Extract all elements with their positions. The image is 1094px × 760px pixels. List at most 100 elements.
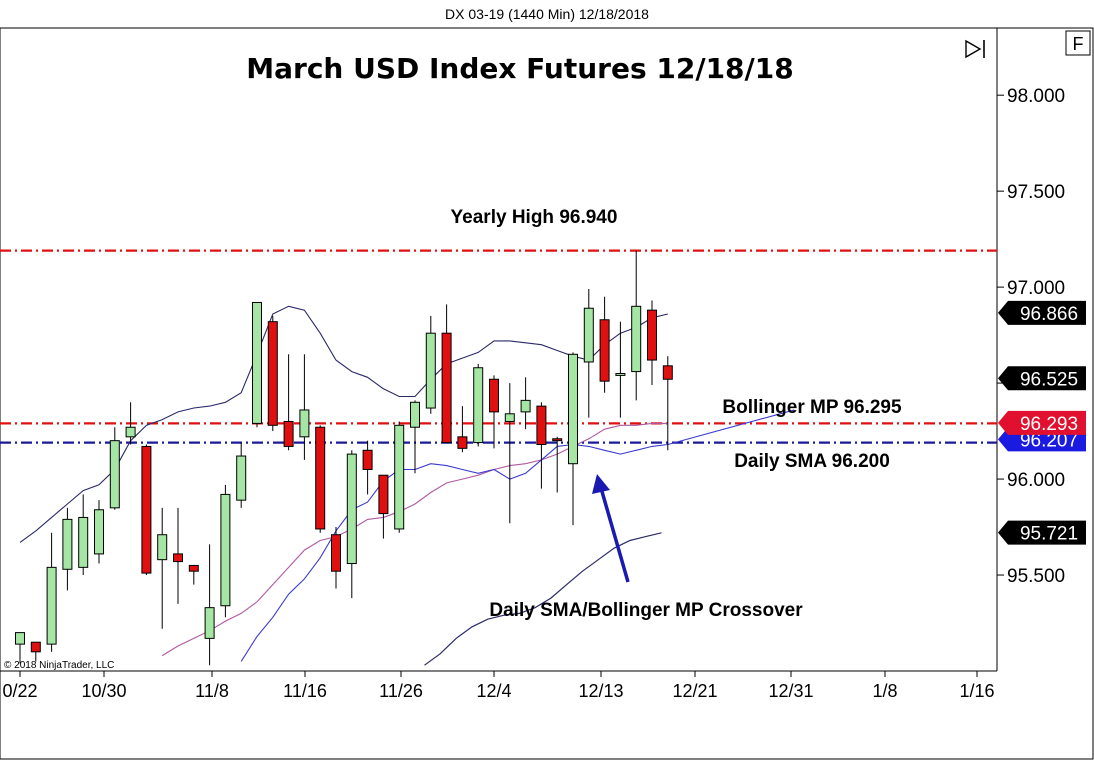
candle-body-up <box>631 305 642 373</box>
candle-body-down <box>552 438 563 442</box>
x-tick-label: 11/26 <box>379 681 423 701</box>
candle <box>394 421 405 533</box>
candle-body-up <box>204 607 215 639</box>
candle <box>204 544 215 666</box>
price-badge: 96.866 <box>998 300 1086 325</box>
candle-body-down <box>378 474 389 515</box>
candle-body-down <box>489 378 499 413</box>
candle-body-up <box>299 409 310 438</box>
candle-body-up <box>94 509 104 555</box>
price-badge-label: 96.866 <box>1020 304 1078 325</box>
price-badge: 95.721 <box>998 520 1086 545</box>
candle-body-up <box>15 632 25 645</box>
x-tick-label: 12/4 <box>476 681 511 701</box>
candle <box>94 500 104 564</box>
candle-body-down <box>141 445 152 574</box>
candle <box>615 321 626 418</box>
candle <box>425 315 436 414</box>
candle-body-up <box>109 440 120 509</box>
candle <box>536 402 547 489</box>
y-tick-label: 97.500 <box>1007 182 1065 203</box>
price-badge-label: 96.525 <box>1020 369 1078 390</box>
candle <box>267 315 278 432</box>
bollinger-lower-line <box>240 443 668 662</box>
candle <box>157 507 168 629</box>
candle-body-up <box>425 332 436 409</box>
candle <box>457 406 468 453</box>
candle-body-up <box>346 453 357 565</box>
header-title: DX 03-19 (1440 Min) 12/18/2018 <box>445 6 649 22</box>
crossover-arrowhead <box>592 474 610 494</box>
candle-body-down <box>662 365 673 380</box>
x-tick-label: 11/16 <box>283 681 327 701</box>
candle <box>552 436 563 493</box>
crossover-arrow <box>599 487 630 583</box>
candle-body-up <box>78 516 89 568</box>
price-badge-label: 95.721 <box>1020 524 1078 545</box>
daily-sma-line <box>424 532 662 666</box>
candle-body-up <box>520 399 531 413</box>
candle <box>173 507 183 604</box>
candle <box>188 564 199 585</box>
x-tick-label: 12/13 <box>578 681 623 701</box>
y-tick-label: 96.000 <box>1007 470 1065 491</box>
annotation-label: Daily SMA/Bollinger MP Crossover <box>489 600 803 621</box>
candle-body-down <box>267 321 278 426</box>
candle <box>362 440 373 495</box>
candle-body-up <box>46 566 57 645</box>
price-badge-shape <box>998 300 1086 325</box>
candle-body-down <box>536 405 547 446</box>
price-badge: 96.293 <box>998 410 1086 435</box>
annotation-label: Daily SMA 96.200 <box>734 451 890 472</box>
candle-body-up <box>473 367 484 444</box>
candle <box>631 250 642 401</box>
candle <box>520 377 531 430</box>
price-badge-shape <box>998 366 1086 391</box>
candle-body-up <box>615 372 626 376</box>
candle-body-up <box>583 307 594 363</box>
candle-body-up <box>220 493 231 607</box>
candle <box>378 474 389 539</box>
candle-body-down <box>599 319 610 382</box>
f-button-label: F <box>1073 34 1084 54</box>
candle <box>473 363 484 447</box>
chart-title: March USD Index Futures 12/18/18 <box>246 52 793 85</box>
candle <box>46 532 57 652</box>
price-badge-shape <box>998 520 1086 545</box>
candle-body-up <box>157 534 168 561</box>
candle <box>647 300 657 386</box>
candle-body-up <box>62 518 73 570</box>
f-button[interactable]: F <box>1065 30 1091 56</box>
x-tick-label: 11/8 <box>195 681 229 701</box>
candle <box>78 494 89 576</box>
candle-body-down <box>647 309 657 361</box>
candle-body-up <box>504 413 515 422</box>
candle <box>489 375 499 449</box>
candle <box>504 383 515 524</box>
y-tick-label: 98.000 <box>1007 86 1065 107</box>
price-badge-label: 96.293 <box>1020 414 1078 435</box>
candle <box>220 484 231 618</box>
x-tick-label: 1/16 <box>959 681 994 701</box>
candle-body-up <box>568 353 578 465</box>
candle <box>662 356 673 451</box>
candle <box>410 400 420 474</box>
candle-body-down <box>173 553 183 563</box>
candle <box>331 527 341 589</box>
copyright-text: © 2018 NinjaTrader, LLC <box>4 660 114 671</box>
candle <box>109 427 120 510</box>
candle-body-up <box>236 455 247 501</box>
annotation-label: Yearly High 96.940 <box>451 207 618 228</box>
price-badge-label: 96.207 <box>1020 430 1078 451</box>
scroll-to-end-icon[interactable] <box>965 39 985 59</box>
candle-body-down <box>315 426 326 530</box>
bollinger-upper-line <box>19 305 668 543</box>
x-tick-label: 10/30 <box>81 681 126 701</box>
bollinger-mid-line <box>161 422 668 657</box>
x-tick-label: 1/8 <box>872 681 897 701</box>
y-tick-label: 95.500 <box>1007 566 1065 587</box>
candle <box>30 641 41 662</box>
candle <box>315 425 326 533</box>
candle <box>568 352 578 526</box>
candle <box>599 296 610 393</box>
